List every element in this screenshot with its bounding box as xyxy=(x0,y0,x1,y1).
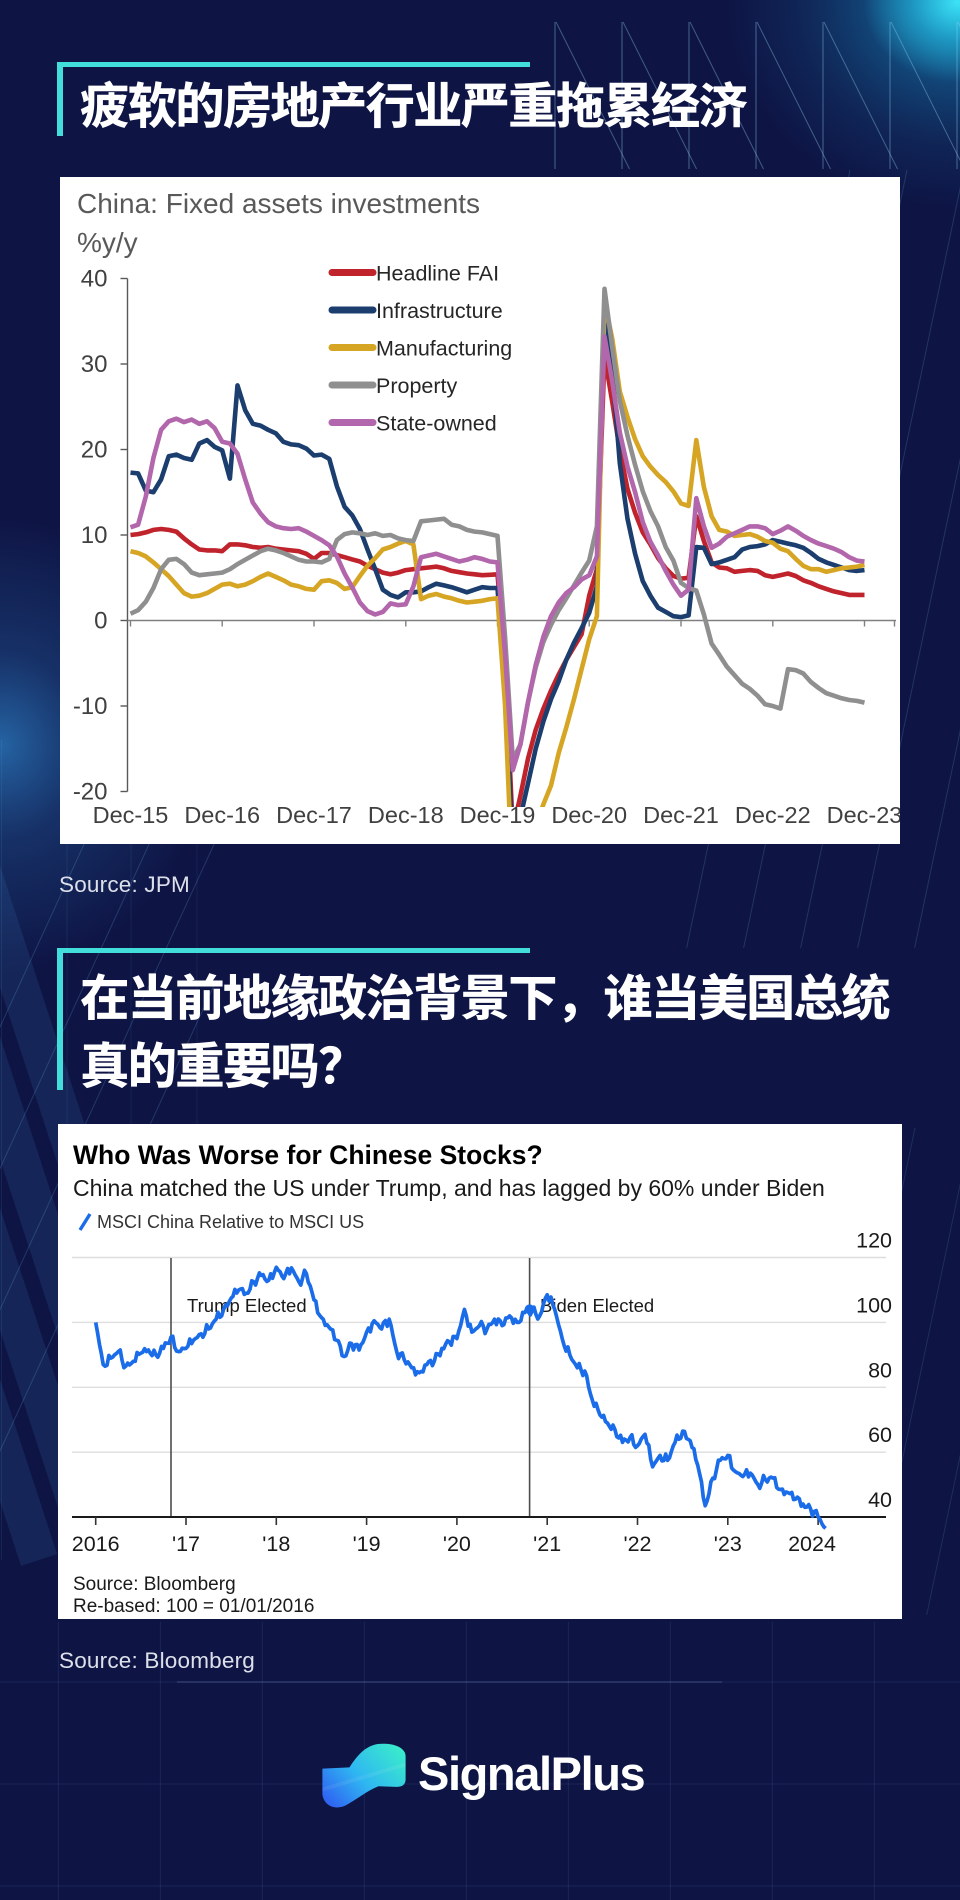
svg-text:'17: '17 xyxy=(172,1532,200,1556)
svg-text:China: Fixed assets investment: China: Fixed assets investments xyxy=(77,188,480,219)
svg-text:Dec-22: Dec-22 xyxy=(734,802,810,828)
svg-text:Dec-23: Dec-23 xyxy=(826,802,899,828)
svg-text:Dec-18: Dec-18 xyxy=(367,802,443,828)
svg-text:State-owned: State-owned xyxy=(376,411,497,435)
svg-text:Who Was Worse for Chinese Stoc: Who Was Worse for Chinese Stocks? xyxy=(73,1140,543,1170)
svg-text:Dec-16: Dec-16 xyxy=(184,802,260,828)
svg-text:'20: '20 xyxy=(443,1532,471,1556)
svg-text:MSCI China Relative to MSCI US: MSCI China Relative to MSCI US xyxy=(97,1212,364,1232)
svg-text:2024: 2024 xyxy=(788,1532,836,1556)
svg-text:Dec-20: Dec-20 xyxy=(551,802,627,828)
svg-text:0: 0 xyxy=(94,607,107,634)
svg-text:Dec-21: Dec-21 xyxy=(643,802,719,828)
svg-text:'21: '21 xyxy=(533,1532,561,1556)
svg-text:Property: Property xyxy=(376,374,458,398)
svg-text:40: 40 xyxy=(80,265,107,292)
svg-text:Source: Bloomberg: Source: Bloomberg xyxy=(73,1574,236,1595)
svg-text:Re-based: 100 = 01/01/2016: Re-based: 100 = 01/01/2016 xyxy=(73,1596,314,1617)
svg-text:80: 80 xyxy=(868,1358,892,1382)
svg-text:10: 10 xyxy=(80,522,107,549)
svg-text:Headline FAI: Headline FAI xyxy=(376,261,499,285)
svg-text:100: 100 xyxy=(856,1293,892,1317)
svg-text:China matched the US under Tru: China matched the US under Trump, and ha… xyxy=(73,1175,825,1201)
svg-text:2016: 2016 xyxy=(72,1532,120,1556)
svg-text:30: 30 xyxy=(80,351,107,378)
svg-text:Biden Elected: Biden Elected xyxy=(540,1295,654,1316)
svg-text:20: 20 xyxy=(80,436,107,463)
svg-text:'18: '18 xyxy=(262,1532,290,1556)
svg-text:Infrastructure: Infrastructure xyxy=(376,299,503,323)
svg-text:Dec-17: Dec-17 xyxy=(276,802,352,828)
svg-text:60: 60 xyxy=(868,1423,892,1447)
svg-text:'19: '19 xyxy=(353,1532,381,1556)
svg-text:Manufacturing: Manufacturing xyxy=(376,336,512,360)
svg-text:'22: '22 xyxy=(623,1532,651,1556)
svg-text:'23: '23 xyxy=(714,1532,742,1556)
svg-text:Dec-15: Dec-15 xyxy=(92,802,168,828)
svg-text:Trump Elected: Trump Elected xyxy=(187,1295,307,1316)
svg-text:-20: -20 xyxy=(72,778,107,805)
svg-text:40: 40 xyxy=(868,1488,892,1512)
svg-text:%y/y: %y/y xyxy=(77,227,138,258)
svg-text:120: 120 xyxy=(856,1229,892,1253)
svg-text:-10: -10 xyxy=(72,693,107,720)
